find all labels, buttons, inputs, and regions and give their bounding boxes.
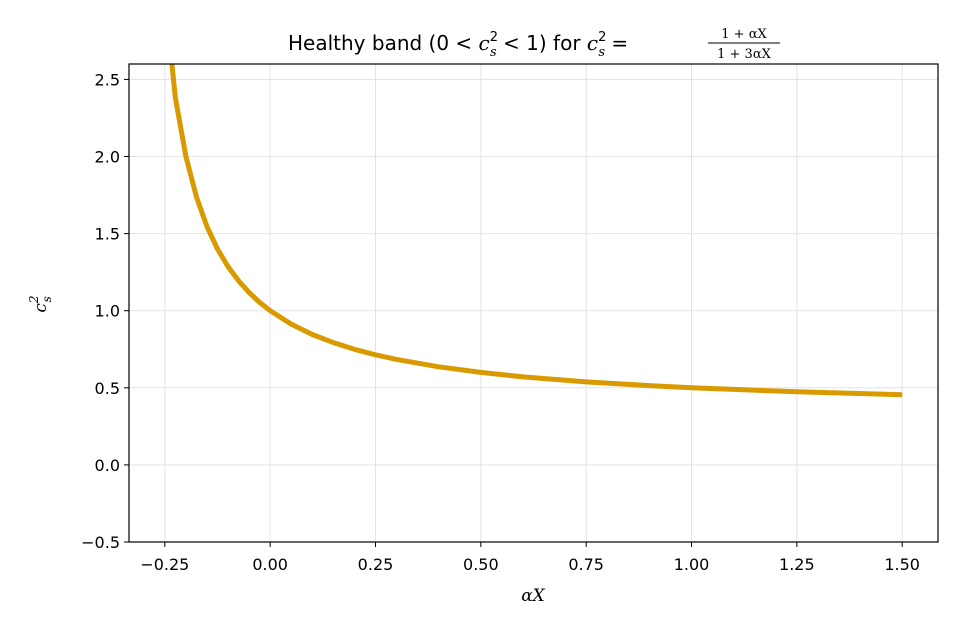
x-tick-label: 0.00: [252, 555, 288, 574]
x-axis-label: αX: [521, 586, 545, 606]
y-tick-label: 0.0: [95, 456, 120, 475]
x-tick-label: −0.25: [140, 555, 189, 574]
y-tick-label: −0.5: [81, 533, 120, 552]
x-tick-label: 1.50: [884, 555, 920, 574]
x-tick-label: 1.25: [779, 555, 815, 574]
y-tick-label: 1.5: [95, 225, 120, 244]
title-numerator: 1 + αX: [721, 27, 767, 42]
grid: [129, 64, 938, 543]
x-tick-label: 0.75: [568, 555, 604, 574]
y-tick-label: 2.5: [95, 70, 120, 89]
y-tick-label: 0.5: [95, 379, 120, 398]
ticks: −0.25 0.00 0.25 0.50 0.75 1.00 1.25 1.50 −0.5 0.0…: [81, 70, 920, 574]
svg-text:c2s: c2s: [27, 295, 54, 312]
chart-title: Healthy band (0 < c2 s < 1) for c2 s =: [288, 30, 628, 60]
y-axis-label: c2s: [27, 295, 54, 312]
y-tick-label: 1.0: [95, 302, 120, 321]
series-line: [169, 63, 903, 398]
y-tick-label: 2.0: [95, 148, 120, 167]
series-layer: [169, 63, 903, 398]
x-tick-label: 1.00: [674, 555, 710, 574]
x-tick-label: 0.50: [463, 555, 499, 574]
x-tick-label: 0.25: [358, 555, 394, 574]
plot-frame: [128, 63, 939, 543]
title-denominator: 1 + 3αX: [717, 47, 771, 62]
